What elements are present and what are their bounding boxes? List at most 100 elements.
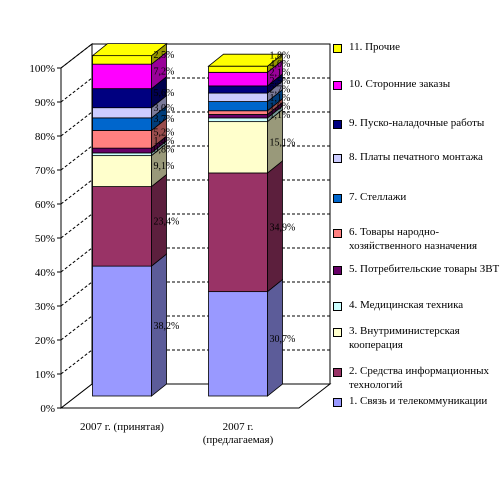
bar-segment	[92, 55, 152, 65]
data-label: 30,7%	[270, 334, 296, 345]
data-label: 0,8%	[154, 144, 175, 155]
legend-label: 1. Связь и телекоммуникации	[349, 395, 488, 407]
data-label: 15,1%	[270, 137, 296, 148]
bar-segment	[92, 107, 152, 119]
gridline-side	[60, 349, 93, 375]
legend-item: 2. Средства информационных технологий	[333, 364, 501, 392]
legend-swatch	[333, 120, 342, 129]
data-label: 2,7%	[270, 84, 291, 95]
data-label: 34,9%	[270, 222, 296, 233]
data-label: 2,1%	[270, 67, 291, 78]
bar-segment	[208, 291, 268, 397]
legend-swatch	[333, 229, 342, 238]
legend-item: 3. Внутриминистерская кооперация	[333, 324, 501, 352]
data-label: 7,2%	[154, 66, 175, 77]
x-tick-label: 2007 г.	[223, 421, 254, 433]
legend-swatch	[333, 328, 342, 337]
legend-label: 10. Сторонние заказы	[349, 78, 451, 90]
legend-label: 4. Медицинская техника	[349, 299, 464, 311]
legend-item: 10. Сторонние заказы	[333, 77, 501, 91]
legend-item: 8. Платы печатного монтажа	[333, 150, 501, 164]
y-tick-label: 40%	[35, 267, 55, 279]
gridline-side	[60, 179, 93, 205]
bar-segment	[92, 88, 152, 109]
bar-segment	[208, 71, 268, 87]
y-tick-label: 50%	[35, 233, 55, 245]
legend-swatch	[333, 368, 342, 377]
gridline-side	[60, 111, 93, 137]
legend-label: 7. Стеллажи	[349, 191, 407, 203]
y-tick-label: 100%	[29, 63, 55, 75]
bar-segment	[92, 117, 152, 131]
legend-swatch	[333, 44, 342, 53]
bar-segment	[92, 152, 152, 157]
legend-label: 9. Пуско-наладочные работы	[349, 117, 485, 129]
data-label: 1,0%	[270, 101, 291, 112]
bar-segment	[208, 101, 268, 112]
data-label: 3,7%	[154, 114, 175, 125]
legend-swatch	[333, 302, 342, 311]
bar-segment	[92, 155, 152, 187]
legend-label: 5. Потребительские товары ЗВТ	[349, 263, 500, 275]
legend-item: 1. Связь и телекоммуникации	[333, 394, 501, 408]
legend-swatch	[333, 81, 342, 90]
bar-top	[207, 53, 284, 67]
legend-swatch	[333, 194, 342, 203]
gridline-side	[60, 145, 93, 171]
x-tick-label: (предлагаемая)	[203, 434, 274, 446]
bar-segment	[92, 63, 152, 90]
bar-segment	[208, 110, 268, 115]
data-label: 4,0%	[270, 59, 291, 70]
bar-segment	[208, 117, 268, 123]
data-label: 1,1%	[270, 110, 291, 121]
y-tick-label: 70%	[35, 165, 55, 177]
y-tick-label: 90%	[35, 97, 55, 109]
data-label: 5,6%	[154, 88, 175, 99]
legend-item: 5. Потребительские товары ЗВТ	[333, 262, 501, 276]
data-label: 1,1%	[270, 93, 291, 104]
legend-swatch	[333, 398, 342, 407]
bar-segment	[208, 121, 268, 174]
bar-segment	[92, 186, 152, 267]
bar-segment	[92, 130, 152, 149]
y-tick-label: 10%	[35, 369, 55, 381]
legend-item: 9. Пуско-наладочные работы	[333, 116, 501, 130]
bar-segment	[92, 147, 152, 154]
y-tick-label: 30%	[35, 301, 55, 313]
bar-segment	[208, 65, 268, 73]
bar-top	[91, 43, 168, 57]
gridline-side	[60, 43, 93, 69]
data-label: 2,5%	[154, 50, 175, 61]
legend-label: 6. Товары народно-хозяйственного назначе…	[349, 226, 478, 252]
gridline-side	[60, 213, 93, 239]
data-label: 5,2%	[154, 127, 175, 138]
x-tick-label: 2007 г. (принятая)	[80, 421, 164, 433]
legend-item: 6. Товары народно-хозяйственного назначе…	[333, 225, 501, 253]
legend-label: 3. Внутриминистерская кооперация	[349, 325, 460, 351]
bar-segment	[208, 92, 268, 102]
legend-item: 11. Прочие	[333, 40, 501, 54]
legend-swatch	[333, 266, 342, 275]
data-label: 9,1%	[154, 161, 175, 172]
gridline-side	[60, 77, 93, 103]
bar-segment	[208, 114, 268, 119]
data-label: 23,4%	[154, 216, 180, 227]
y-tick-label: 0%	[40, 403, 55, 415]
gridline-side	[60, 247, 93, 273]
bar-segment	[92, 265, 152, 397]
data-label: 1,8%	[270, 50, 291, 61]
bar-segment	[208, 85, 268, 94]
y-tick-label: 60%	[35, 199, 55, 211]
data-label: 2,5%	[270, 76, 291, 87]
legend-label: 8. Платы печатного монтажа	[349, 151, 483, 163]
y-tick-label: 20%	[35, 335, 55, 347]
data-label: 38,2%	[154, 321, 180, 332]
data-label: 1,4%	[154, 136, 175, 147]
gridline-side	[60, 315, 93, 341]
legend-swatch	[333, 154, 342, 163]
data-label: 3,0%	[154, 103, 175, 114]
legend-item: 4. Медицинская техника	[333, 298, 501, 312]
gridline-side	[60, 281, 93, 307]
